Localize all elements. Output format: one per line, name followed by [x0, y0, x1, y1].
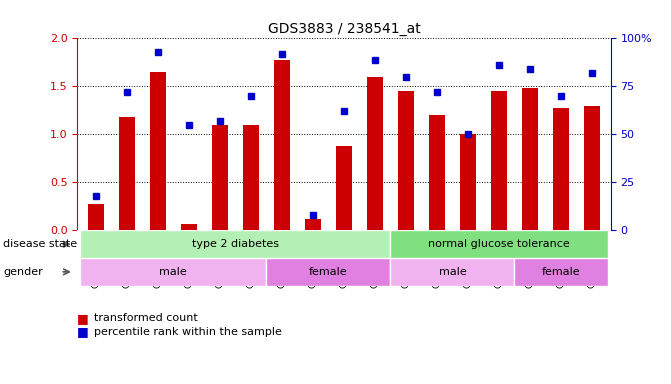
Text: male: male	[160, 267, 187, 277]
Bar	[367, 77, 382, 230]
Bar	[274, 60, 290, 230]
Bar	[553, 108, 569, 230]
Bar	[81, 230, 391, 258]
Bar	[398, 91, 413, 230]
Bar	[150, 72, 166, 230]
Text: female: female	[541, 267, 580, 277]
Bar	[491, 91, 507, 230]
Bar	[429, 115, 445, 230]
Text: male: male	[439, 267, 466, 277]
Text: percentile rank within the sample: percentile rank within the sample	[94, 327, 282, 337]
Bar	[336, 146, 352, 230]
Bar	[305, 219, 321, 230]
Bar	[391, 258, 515, 286]
Text: ■: ■	[77, 312, 89, 325]
Bar	[243, 125, 258, 230]
Bar	[212, 125, 227, 230]
Text: female: female	[309, 267, 348, 277]
Bar	[81, 258, 266, 286]
Bar	[522, 88, 537, 230]
Bar	[88, 204, 103, 230]
Bar	[119, 117, 135, 230]
Bar	[266, 258, 391, 286]
Bar	[584, 106, 600, 230]
Text: ■: ■	[77, 325, 89, 338]
Text: type 2 diabetes: type 2 diabetes	[192, 239, 279, 249]
Bar	[391, 230, 607, 258]
Text: disease state: disease state	[3, 239, 77, 249]
Text: gender: gender	[3, 267, 43, 277]
Bar	[515, 258, 607, 286]
Title: GDS3883 / 238541_at: GDS3883 / 238541_at	[268, 22, 420, 36]
Bar	[460, 134, 476, 230]
Bar	[181, 223, 197, 230]
Text: transformed count: transformed count	[94, 313, 198, 323]
Text: normal glucose tolerance: normal glucose tolerance	[428, 239, 570, 249]
